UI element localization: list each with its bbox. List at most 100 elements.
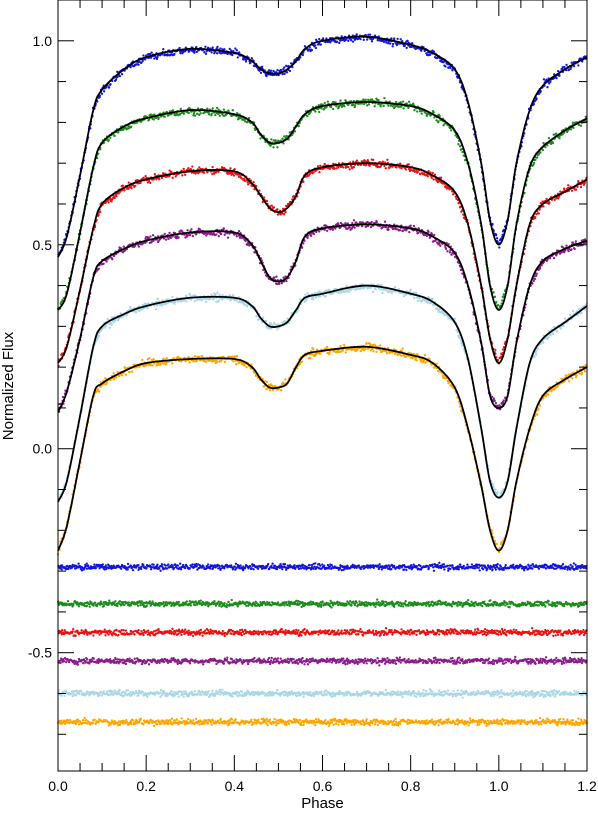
data-point — [282, 142, 285, 145]
data-point — [232, 293, 235, 297]
data-point — [268, 389, 272, 392]
data-point — [551, 141, 555, 145]
data-point — [494, 234, 498, 237]
data-point — [450, 129, 453, 132]
data-point — [201, 298, 204, 301]
data-point — [196, 112, 199, 116]
data-point — [321, 37, 325, 40]
data-point — [450, 190, 454, 193]
data-point — [96, 388, 100, 391]
data-point — [315, 230, 318, 234]
data-point — [353, 104, 357, 107]
data-point — [264, 320, 268, 323]
data-point — [198, 166, 201, 169]
data-point — [177, 236, 180, 239]
data-point — [107, 86, 111, 89]
data-point — [113, 134, 116, 138]
data-point — [147, 363, 150, 367]
data-point — [372, 158, 375, 162]
data-point — [383, 220, 387, 223]
data-point — [165, 356, 168, 360]
data-point — [179, 52, 182, 55]
data-point — [391, 42, 395, 46]
data-point — [448, 188, 451, 191]
data-point — [200, 354, 203, 358]
data-point — [165, 361, 169, 364]
data-point — [304, 293, 307, 296]
data-point — [531, 282, 534, 285]
data-point — [351, 40, 355, 43]
data-point — [210, 112, 213, 115]
data-point — [576, 185, 579, 188]
data-point — [374, 288, 377, 291]
data-point — [541, 148, 545, 152]
data-point — [562, 187, 566, 190]
data-point — [432, 178, 435, 181]
data-point — [153, 173, 156, 176]
data-point — [332, 162, 335, 165]
data-point — [232, 49, 235, 53]
data-point — [202, 171, 206, 175]
data-point — [428, 53, 432, 57]
data-point — [568, 313, 572, 317]
data-point — [275, 275, 278, 278]
data-point — [232, 174, 236, 177]
data-point — [209, 297, 212, 301]
data-point — [107, 201, 110, 204]
data-point — [534, 216, 537, 219]
data-point — [348, 168, 351, 171]
data-point — [571, 241, 575, 244]
data-point — [276, 146, 279, 149]
data-point — [219, 47, 222, 50]
data-point — [305, 298, 308, 302]
data-point — [283, 135, 286, 138]
data-point — [432, 111, 435, 114]
data-point — [257, 318, 260, 321]
data-point — [306, 114, 309, 118]
data-point — [121, 374, 124, 377]
data-point — [113, 196, 116, 200]
data-point — [192, 114, 195, 117]
data-point — [284, 275, 287, 278]
data-point — [232, 360, 235, 363]
data-point — [282, 68, 285, 71]
data-point — [532, 161, 536, 165]
data-point — [347, 39, 350, 42]
data-point — [215, 52, 219, 55]
data-point — [297, 124, 300, 128]
data-point — [195, 50, 198, 54]
data-point — [328, 353, 331, 356]
data-point — [235, 235, 238, 238]
data-point — [171, 109, 175, 112]
data-point — [342, 343, 346, 347]
data-point — [188, 234, 192, 237]
data-point — [399, 38, 402, 41]
data-point — [416, 170, 419, 174]
data-point — [435, 119, 438, 122]
data-point — [100, 92, 104, 95]
data-point — [438, 114, 441, 118]
data-point — [419, 173, 422, 176]
data-point — [542, 205, 545, 208]
data-point — [134, 184, 137, 188]
data-point — [352, 165, 356, 169]
data-point — [278, 282, 281, 286]
data-point — [204, 45, 207, 48]
data-point — [557, 197, 560, 200]
data-point — [231, 53, 234, 57]
data-point — [541, 340, 545, 343]
data-point — [272, 139, 275, 142]
data-point — [552, 133, 555, 136]
data-point — [137, 63, 140, 66]
data-point — [318, 37, 321, 41]
data-point — [260, 65, 264, 68]
data-point — [447, 242, 450, 246]
data-point — [188, 361, 191, 364]
data-point — [231, 109, 234, 112]
data-point — [426, 301, 430, 304]
data-point — [185, 300, 188, 303]
data-point — [370, 40, 374, 43]
data-point — [558, 137, 561, 140]
data-point — [396, 105, 400, 108]
data-point — [431, 297, 434, 300]
